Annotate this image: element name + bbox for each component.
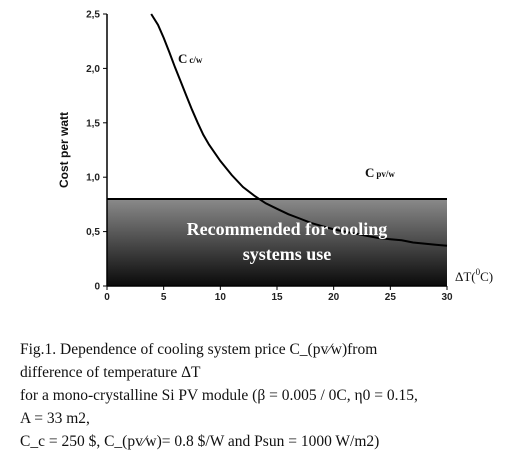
series-line-cost-cooling [150, 13, 448, 247]
region-text-line1: Recommended for cooling [187, 219, 388, 239]
y-axis-label: Cost per watt [57, 112, 71, 188]
x-tick-label: 15 [271, 292, 283, 303]
y-tick-label: 0,5 [86, 227, 100, 238]
caption-line-5: C_c = 250 $, C_(pv⁄w)= 0.8 $/W and Psun … [20, 433, 380, 450]
x-axis-label: ΔT(0C) [455, 267, 493, 284]
chart-figure: 0 0,5 1,0 1,5 2,0 2,5 0 5 10 15 20 25 30 Recommended… [57, 10, 493, 304]
caption-line-1: Fig.1. Dependence of cooling system pric… [20, 341, 378, 358]
x-tick-label: 5 [161, 292, 167, 303]
x-tick-label: 0 [104, 292, 110, 303]
figure-caption: Fig.1. Dependence of cooling system pric… [20, 338, 516, 453]
x-tick-label: 30 [441, 292, 453, 303]
y-tick-label: 1,5 [86, 118, 100, 129]
x-tick-label: 20 [328, 292, 340, 303]
y-tick-label: 1,0 [86, 173, 100, 184]
chart-svg: 0 0,5 1,0 1,5 2,0 2,5 0 5 10 15 20 25 30 Recommended… [57, 10, 493, 304]
x-tick-label: 25 [385, 292, 397, 303]
region-text-line2: systems use [243, 244, 332, 264]
caption-line-2: difference of temperature ΔT [20, 364, 201, 381]
y-tick-label: 2,0 [86, 64, 100, 75]
x-tick-label: 10 [215, 292, 227, 303]
y-tick-label: 2,5 [86, 10, 100, 21]
caption-line-4: A = 33 m2, [20, 410, 90, 427]
y-tick-label: 0 [94, 282, 100, 293]
recommended-region [107, 198, 447, 286]
caption-line-3: for a mono-crystalline Si PV module (β =… [20, 387, 418, 404]
